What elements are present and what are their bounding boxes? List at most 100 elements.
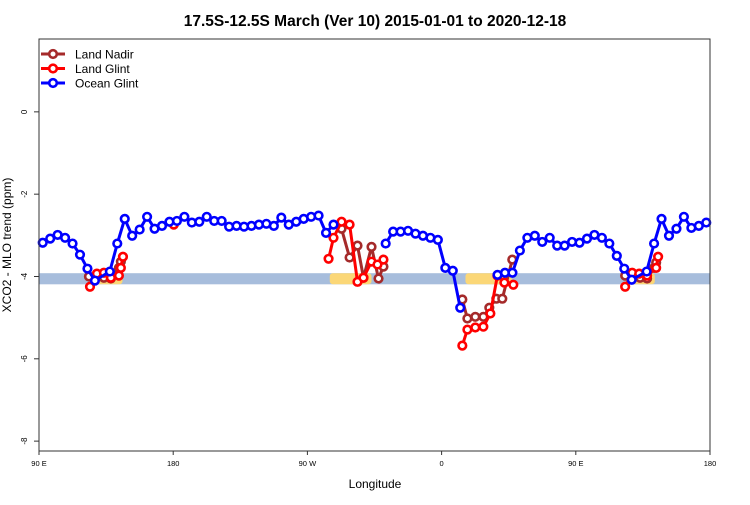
data-point-land-glint xyxy=(499,277,510,288)
data-point-ocean-glint xyxy=(619,263,630,274)
y-tick-label: -2 xyxy=(20,190,29,198)
plot-frame xyxy=(38,38,711,452)
data-point-ocean-glint xyxy=(156,220,168,231)
data-point-ocean-glint xyxy=(112,238,123,249)
data-point-ocean-glint xyxy=(268,220,279,231)
data-point-ocean-glint xyxy=(276,212,287,223)
data-point-ocean-glint xyxy=(171,215,183,227)
y-axis: 0 -2 -4 -6 -8 xyxy=(20,109,39,445)
x-tick-label: 90 W xyxy=(299,459,317,468)
data-point-ocean-glint xyxy=(574,237,585,248)
y-axis-label: XCO2 - MLO trend (ppm) xyxy=(0,178,14,313)
data-point-ocean-glint xyxy=(507,267,518,278)
data-point-ocean-glint xyxy=(432,234,443,245)
data-point-ocean-glint xyxy=(626,274,637,285)
data-point-land-glint xyxy=(344,219,355,230)
data-point-ocean-glint xyxy=(142,211,153,222)
y-tick-label: 0 xyxy=(20,109,29,114)
x-tick-label: 90 E xyxy=(568,459,583,468)
data-point-ocean-glint xyxy=(663,230,675,241)
data-point-land-nadir xyxy=(352,240,363,251)
data-point-ocean-glint xyxy=(611,250,622,262)
data-point-ocean-glint xyxy=(701,217,712,228)
x-axis-label: Longitude xyxy=(349,477,402,491)
data-point-ocean-glint xyxy=(455,302,466,313)
legend-item-ocean-glint: Ocean Glint xyxy=(41,77,139,91)
data-point-land-nadir xyxy=(470,311,481,322)
data-point-ocean-glint xyxy=(656,213,667,224)
data-point-land-nadir xyxy=(462,313,473,324)
data-point-ocean-glint xyxy=(537,236,548,248)
data-point-land-nadir xyxy=(373,273,384,284)
data-point-ocean-glint xyxy=(671,223,682,234)
legend-marker xyxy=(47,77,59,89)
data-point-land-glint xyxy=(485,308,496,319)
x-tick-label: 0 xyxy=(440,459,444,468)
x-axis: 90 E 180 90 W 0 90 E 180 xyxy=(31,451,716,468)
data-point-land-nadir xyxy=(497,293,508,304)
data-point-land-glint xyxy=(462,324,473,335)
data-point-land-glint xyxy=(358,272,369,283)
data-point-ocean-glint xyxy=(514,245,525,256)
legend-label: Ocean Glint xyxy=(75,77,139,91)
data-point-ocean-glint xyxy=(380,238,391,249)
data-point-ocean-glint xyxy=(678,211,690,222)
data-point-ocean-glint xyxy=(119,213,130,224)
data-point-land-glint xyxy=(328,232,339,243)
chart-title: 17.5S-12.5S March (Ver 10) 2015-01-01 to… xyxy=(184,13,567,30)
x-tick-label: 180 xyxy=(167,459,180,468)
data-point-ocean-glint xyxy=(194,216,205,227)
data-point-land-glint xyxy=(378,254,389,265)
data-point-land-glint xyxy=(113,270,125,281)
data-point-ocean-glint xyxy=(544,232,555,243)
x-tick-label: 180 xyxy=(704,459,717,468)
data-point-ocean-glint xyxy=(320,227,332,238)
y-tick-label: -4 xyxy=(20,272,29,280)
data-point-land-glint xyxy=(651,262,662,273)
data-point-ocean-glint xyxy=(641,266,652,277)
data-point-ocean-glint xyxy=(67,238,78,249)
legend-item-land-nadir: Land Nadir xyxy=(41,48,134,62)
data-point-ocean-glint xyxy=(596,232,607,243)
data-point-land-glint xyxy=(457,340,468,351)
data-point-ocean-glint xyxy=(604,238,615,249)
data-point-land-glint xyxy=(84,281,96,292)
data-point-ocean-glint xyxy=(529,230,540,241)
data-point-land-glint xyxy=(323,253,334,264)
data-point-ocean-glint xyxy=(648,238,660,249)
data-point-land-glint xyxy=(478,321,489,332)
data-point-land-nadir xyxy=(366,241,377,252)
data-point-ocean-glint xyxy=(216,215,227,227)
legend-marker xyxy=(47,63,59,74)
data-point-ocean-glint xyxy=(581,233,593,244)
data-point-land-glint xyxy=(115,262,126,273)
series-ocean-glint xyxy=(37,210,712,313)
y-tick-label: -8 xyxy=(20,437,29,445)
data-point-land-nadir xyxy=(344,252,355,263)
data-point-ocean-glint xyxy=(134,224,145,235)
data-point-ocean-glint xyxy=(447,265,458,276)
data-point-ocean-glint xyxy=(104,266,115,277)
legend-marker xyxy=(47,48,59,60)
data-point-ocean-glint xyxy=(559,240,570,251)
data-point-ocean-glint xyxy=(89,275,101,286)
data-point-ocean-glint xyxy=(313,210,324,221)
data-point-ocean-glint xyxy=(74,249,86,260)
data-point-land-glint xyxy=(620,281,631,292)
data-point-land-glint xyxy=(508,279,519,290)
x-tick-label: 90 E xyxy=(31,459,46,468)
data-point-ocean-glint xyxy=(201,211,212,222)
y-tick-label: -6 xyxy=(20,355,29,363)
data-point-land-glint xyxy=(336,216,347,227)
data-point-ocean-glint xyxy=(59,232,71,243)
legend-label: Land Glint xyxy=(75,62,130,76)
data-point-ocean-glint xyxy=(45,233,56,244)
legend-item-land-glint: Land Glint xyxy=(41,62,130,76)
data-point-ocean-glint xyxy=(179,211,190,222)
legend-label: Land Nadir xyxy=(75,48,134,62)
data-point-land-glint xyxy=(653,251,664,262)
series-line-land-glint xyxy=(327,220,385,284)
data-point-ocean-glint xyxy=(328,219,339,230)
